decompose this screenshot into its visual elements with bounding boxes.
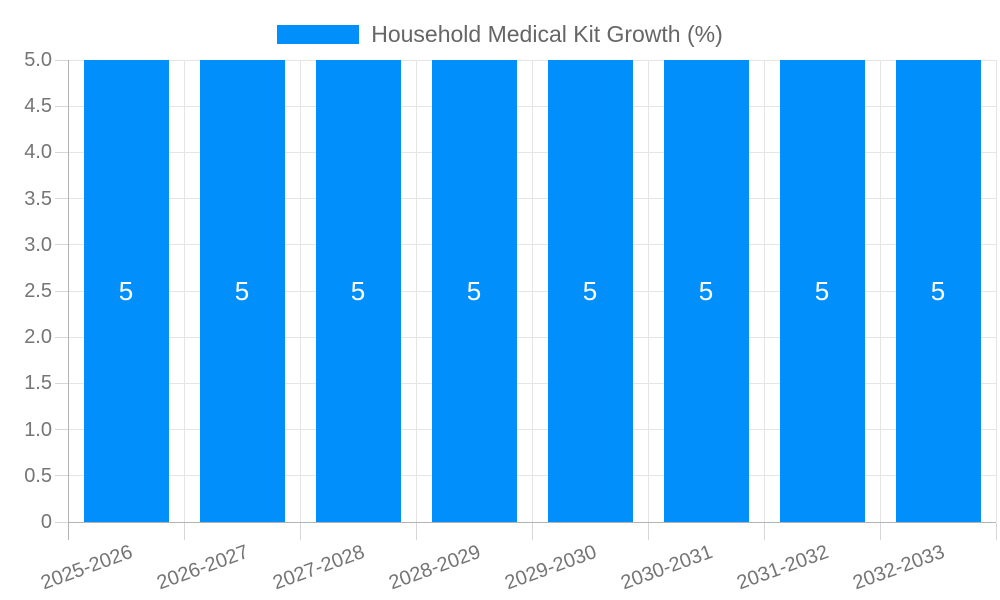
x-axis-tick-label: 2031-2032 [734,540,832,595]
y-axis-tick-label: 4.5 [24,95,52,118]
x-axis-tick-label: 2025-2026 [38,540,136,595]
y-axis-line [68,60,69,540]
y-tick-mark [55,290,68,292]
x-tick-mark [647,523,649,540]
y-axis-tick-label: 2.5 [24,280,52,302]
bar-value-label: 5 [118,276,134,306]
y-axis-tick-label: 5.0 [24,49,52,71]
bar[interactable]: 5 [779,60,865,522]
y-tick-mark [55,429,68,431]
y-tick-mark [55,475,68,477]
bar-value-label: 5 [930,276,946,306]
y-axis-tick-label: 1.5 [24,372,52,395]
x-tick-mark [879,523,881,540]
x-gridline [415,60,417,522]
x-tick-mark [183,523,185,540]
bar-value-label: 5 [466,276,482,306]
bar-value-label: 5 [582,276,598,306]
x-axis-tick-label: 2027-2028 [270,540,368,595]
bar[interactable]: 5 [663,60,749,522]
bar[interactable]: 5 [431,60,517,522]
bar-value-label: 5 [234,276,250,306]
y-axis-tick-label: 0.5 [24,464,52,487]
y-axis-tick-label: 4.0 [24,141,52,164]
x-gridline [763,60,765,522]
bar[interactable]: 5 [83,60,169,522]
y-axis-tick-label: 0 [40,511,52,533]
bar[interactable]: 5 [199,60,285,522]
x-gridline [647,60,649,522]
x-tick-mark [995,523,997,540]
x-axis-tick-label: 2029-2030 [502,540,600,595]
y-axis-tick-label: 1.0 [24,418,52,441]
y-tick-mark [55,521,68,523]
y-tick-mark [55,382,68,384]
x-tick-mark [531,523,533,540]
y-tick-mark [55,105,68,107]
x-axis-tick-label: 2032-2033 [850,540,948,595]
x-tick-mark [299,523,301,540]
chart-legend[interactable]: Household Medical Kit Growth (%) [0,21,1000,47]
plot-area: 5 5 5 5 5 5 5 5 [68,59,997,522]
x-gridline [995,60,997,522]
bar[interactable]: 5 [547,60,633,522]
bar-value-label: 5 [814,276,830,306]
x-axis-tick-label: 2030-2031 [618,540,716,595]
bar-value-label: 5 [698,276,714,306]
legend-label: Household Medical Kit Growth (%) [371,21,723,47]
x-gridline [299,60,301,522]
y-tick-mark [55,198,68,200]
x-axis-tick-label: 2026-2027 [154,540,252,595]
y-axis-tick-label: 3.5 [24,187,52,210]
x-axis-tick-label: 2028-2029 [386,540,484,595]
y-axis-tick-label: 2.0 [24,326,52,349]
legend-swatch-icon [277,24,360,44]
y-tick-mark [55,151,68,153]
y-tick-mark [55,59,68,61]
x-tick-mark [415,523,417,540]
y-tick-mark [55,336,68,338]
x-tick-mark [763,523,765,540]
x-axis-line [55,522,996,523]
y-tick-mark [55,244,68,246]
x-gridline [531,60,533,522]
bar[interactable]: 5 [895,60,981,522]
x-gridline [183,60,185,522]
bar[interactable]: 5 [315,60,401,522]
x-gridline [879,60,881,522]
y-axis-tick-label: 3.0 [24,233,52,256]
bar-value-label: 5 [350,276,366,306]
